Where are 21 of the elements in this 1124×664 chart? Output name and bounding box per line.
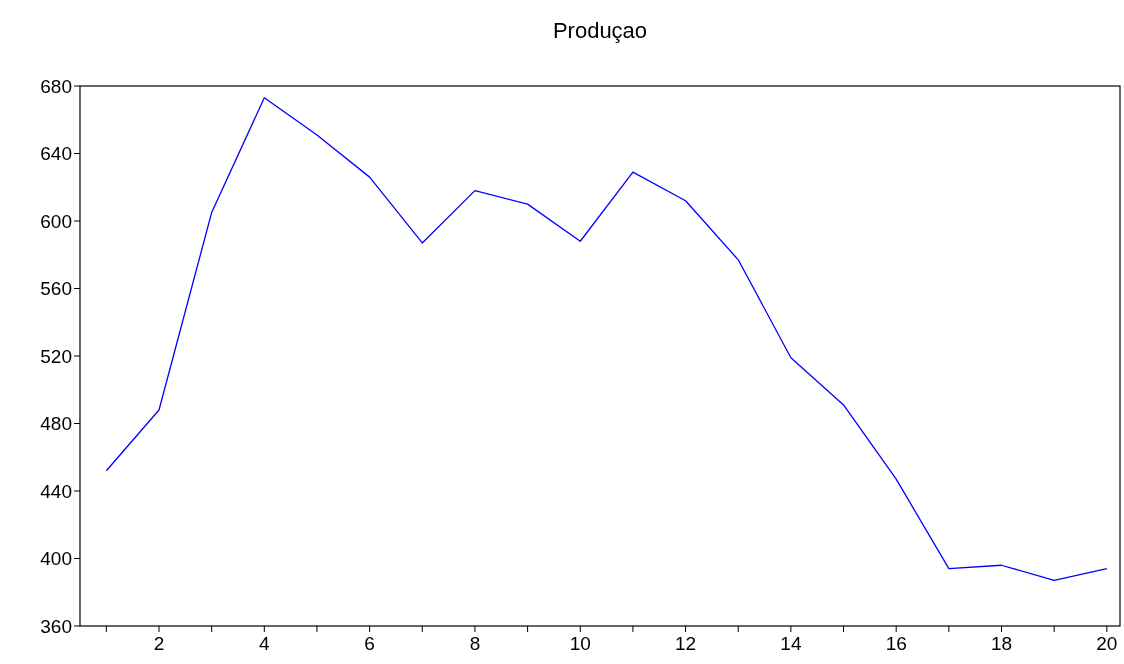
x-tick-label: 2	[153, 633, 165, 654]
x-tick-label: 6	[364, 633, 375, 654]
x-tick-label: 20	[1096, 633, 1118, 654]
x-tick-label: 12	[675, 633, 697, 654]
x-tick-label: 4	[259, 633, 271, 654]
y-tick-label: 520	[40, 345, 72, 367]
y-tick-label: 400	[40, 548, 72, 570]
y-tick-label: 480	[40, 413, 72, 435]
line-series	[105, 97, 1108, 582]
y-tick-label: 440	[40, 480, 72, 502]
chart-title: Produçao	[552, 18, 648, 43]
x-tick-label: 14	[780, 633, 802, 654]
x-tick-label: 8	[469, 633, 481, 654]
y-tick-label: 600	[40, 210, 72, 232]
y-tick-label: 360	[40, 615, 72, 637]
x-tick-label: 10	[569, 633, 591, 654]
x-tick-label: 18	[990, 633, 1013, 654]
y-tick-label: 680	[40, 75, 72, 97]
y-tick-label: 560	[40, 278, 72, 300]
x-tick-label: 16	[885, 633, 907, 654]
y-tick-label: 640	[40, 143, 72, 165]
